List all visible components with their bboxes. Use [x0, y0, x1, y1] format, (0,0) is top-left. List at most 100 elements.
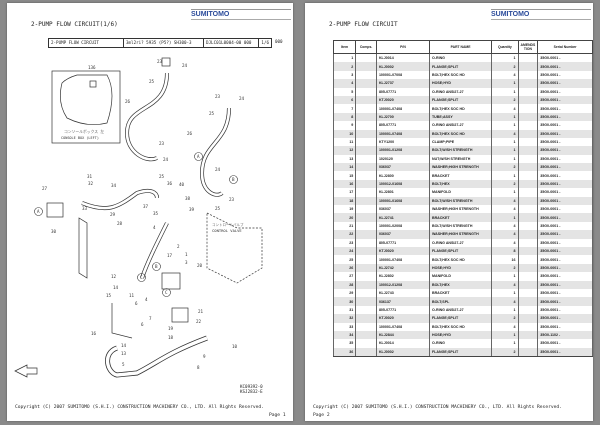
callout-label: 15	[106, 293, 112, 298]
table-cell	[355, 179, 377, 189]
column-header: Serial Number	[537, 40, 593, 54]
table-cell: KLJ0002	[375, 62, 430, 71]
table-cell: 1	[491, 137, 519, 147]
reference-circle	[34, 207, 43, 216]
table-cell: 35G0-0001 -	[537, 137, 593, 147]
table-cell: 1	[491, 305, 519, 315]
diagram-page: SUMITOMO 2-PUMP FLOW CIRCUIT(1/6) 2-PUMP…	[7, 3, 293, 421]
table-cell: 2	[491, 163, 519, 172]
control-valve-jp: コントロールバルブ	[212, 222, 244, 227]
table-cell: 4	[491, 280, 519, 289]
callout-label: 25	[209, 111, 215, 116]
table-cell: 35G0-0001 -	[537, 288, 593, 298]
table-cell: FLANGE;SPLIT	[428, 95, 493, 105]
table-cell	[517, 297, 539, 306]
callout-label: 25	[149, 79, 155, 84]
table-cell: 25	[332, 255, 357, 264]
parts-diagram: コンソールボックス 左 CONSOLE BOX (LEFT) コントロールバルブ…	[14, 57, 263, 378]
callout-label: 17	[167, 253, 173, 258]
table-cell	[355, 314, 377, 323]
callout-label: 26	[125, 99, 131, 104]
table-cell: 3	[332, 70, 357, 80]
table-cell: 4	[491, 297, 519, 306]
callout-label: 27	[42, 186, 48, 191]
table-cell: 35G0-1102 -	[537, 330, 593, 340]
table-cell: 35G0-0001 -	[537, 339, 593, 348]
callout-label: 9	[203, 354, 206, 359]
manifold-27	[46, 202, 64, 218]
table-cell: BOLT;HEX SOC HD	[428, 322, 493, 331]
reference-circle	[194, 152, 203, 161]
table-cell: 4	[491, 205, 519, 214]
table-cell: 29	[332, 288, 357, 298]
table-cell: 34	[332, 330, 357, 340]
callout-label: 25	[215, 206, 221, 211]
table-cell: WASHER;HIGH STRENGTH	[428, 205, 493, 214]
table-cell: 4	[491, 196, 519, 206]
callout-label: 23	[229, 197, 235, 202]
table-cell	[517, 121, 539, 130]
table-cell	[517, 196, 539, 206]
table-cell: 35G0-0001 -	[537, 95, 593, 105]
table-cell: 26	[332, 263, 357, 273]
table-cell: 2	[491, 347, 519, 358]
table-row: 24 KTJ0020 FLANGE;SPLIT 8 35G0-0001 -	[332, 246, 593, 256]
table-row: 6 KTJ0020 FLANGE;SPLIT 2 35G0-0001 -	[332, 95, 593, 105]
table-cell: 4	[491, 70, 519, 80]
table-cell	[517, 305, 539, 315]
callout-label: B	[232, 177, 235, 182]
table-cell: 35G0-0001 -	[537, 230, 593, 239]
table-row: 16 100012-01608 BOLT;HEX 2 35G0-0001 -	[332, 179, 593, 189]
callout-label: 21	[198, 309, 204, 314]
table-cell: 17	[332, 188, 357, 197]
table-row: 22 036037 WASHER;HIGH STRENGTH 4 35G0-0001 -	[332, 230, 593, 239]
callout-label: 12	[111, 274, 117, 279]
table-cell: 15	[332, 171, 357, 180]
table-row: 21 100001-02008 BOLT;W/SH STRENGTH 4 35G0-00…	[332, 221, 593, 231]
table-cell: 1020120	[375, 154, 430, 164]
table-cell	[517, 246, 539, 256]
table-cell: BOLT;W/SH STRENGTH	[428, 221, 493, 231]
table-cell: HOSE;HYD	[428, 263, 493, 273]
table-row: 33 100001-07408 BOLT;HEX SOC HD 4 35G0-0001 …	[332, 322, 593, 331]
table-cell	[355, 255, 377, 264]
table-cell	[517, 62, 539, 71]
table-cell: 30	[332, 297, 357, 306]
table-cell: 8	[491, 246, 519, 256]
table-cell: 100001-07408	[375, 255, 430, 264]
table-cell: KLJ0014	[375, 53, 430, 63]
table-cell: KLJ2700	[375, 112, 430, 122]
table-cell	[517, 137, 539, 147]
column-header: Item	[332, 40, 357, 54]
table-cell: 2	[332, 62, 357, 71]
table-cell: 21	[332, 221, 357, 231]
column-header: PART NAME	[428, 40, 493, 54]
callout-label: 30	[51, 229, 57, 234]
callout-label: 28	[117, 221, 123, 226]
table-cell: 100001-02008	[375, 221, 430, 231]
table-cell: 35G0-0001 -	[537, 104, 593, 113]
table-cell: 33	[332, 322, 357, 331]
table-row: 10 100001-07408 BOLT;HEX SOC HD 4 35G0-0001 …	[332, 129, 593, 138]
table-cell: O-RING	[428, 53, 493, 63]
table-cell: 35G0-0001 -	[537, 171, 593, 180]
table-cell: 20	[332, 213, 357, 222]
table-cell	[517, 79, 539, 88]
table-cell: 100001-01608	[375, 196, 430, 206]
table-row: 20 KLJ2741 BRACKET 1 35G0-0001 -	[332, 213, 593, 222]
callout-label: 38	[185, 196, 191, 201]
table-cell: 24	[332, 246, 357, 256]
table-cell	[355, 62, 377, 71]
table-cell: WASHER;HIGH STRENGTH	[428, 230, 493, 239]
table-cell: 27	[332, 272, 357, 281]
front-arrow-icon	[14, 364, 38, 378]
table-cell	[355, 238, 377, 247]
table-cell: KLJ0002	[375, 347, 430, 358]
table-cell	[517, 112, 539, 122]
table-cell: 35	[332, 339, 357, 348]
info-name: 2-PUMP FLOW CIRCUIT	[49, 39, 124, 47]
bracket-29	[78, 217, 88, 279]
table-cell: 35G0-0001 -	[537, 297, 593, 306]
table-cell	[355, 129, 377, 138]
table-cell: 8	[332, 112, 357, 122]
